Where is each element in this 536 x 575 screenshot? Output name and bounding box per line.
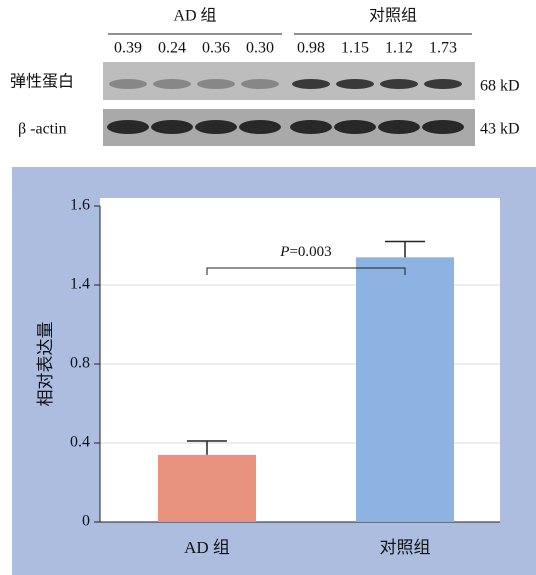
band — [378, 120, 420, 134]
ratios: 0.39 0.24 0.36 0.30 0.98 1.15 1.12 1.73 — [114, 40, 457, 57]
band — [109, 79, 147, 89]
size-label: 68 kD — [480, 78, 520, 95]
size-label: 43 kD — [480, 121, 520, 138]
annotation: P=0.003 — [279, 244, 331, 260]
ratio-label: 0.98 — [297, 40, 325, 57]
band — [153, 79, 191, 89]
y-tick-label: 0 — [82, 513, 90, 530]
y-tick-label: 1.4 — [70, 276, 90, 293]
annotation-part: P — [279, 244, 289, 260]
bar — [158, 455, 256, 522]
ratio-label: 0.24 — [158, 40, 186, 57]
band — [424, 79, 462, 89]
band — [336, 79, 374, 89]
band — [380, 79, 418, 89]
y-tick-label: 0.4 — [70, 434, 90, 451]
x-tick-label: AD 组 — [184, 538, 230, 557]
x-tick-label: 对照组 — [380, 538, 431, 557]
group-label: AD 组 — [173, 7, 216, 25]
ratio-label: 1.15 — [341, 40, 369, 57]
band — [241, 79, 279, 89]
band — [292, 79, 330, 89]
y-tick-label: 1.6 — [70, 197, 90, 214]
band — [195, 120, 237, 134]
band — [290, 120, 332, 134]
group-label: 对照组 — [369, 7, 417, 25]
row-label: 弹性蛋白 — [10, 72, 74, 91]
y-axis-label: 相对表达量 — [36, 322, 56, 407]
figure: AD 组 对照组 0.39 0.24 0.36 0.30 0.98 1.15 1.12 1.7… — [0, 0, 536, 575]
band — [422, 120, 464, 134]
band — [151, 120, 193, 134]
band — [107, 120, 149, 134]
ratio-label: 0.39 — [114, 40, 142, 57]
band — [197, 79, 235, 89]
row-label: β -actin — [18, 121, 67, 138]
ratio-label: 1.12 — [385, 40, 413, 57]
ratio-label: 1.73 — [429, 40, 457, 57]
bar — [356, 257, 454, 522]
y-tick-label: 0.8 — [70, 355, 90, 372]
band — [334, 120, 376, 134]
ratio-label: 0.36 — [202, 40, 230, 57]
ratio-label: 0.30 — [246, 40, 274, 57]
annotation-part: =0.003 — [289, 244, 331, 260]
band — [239, 120, 281, 134]
